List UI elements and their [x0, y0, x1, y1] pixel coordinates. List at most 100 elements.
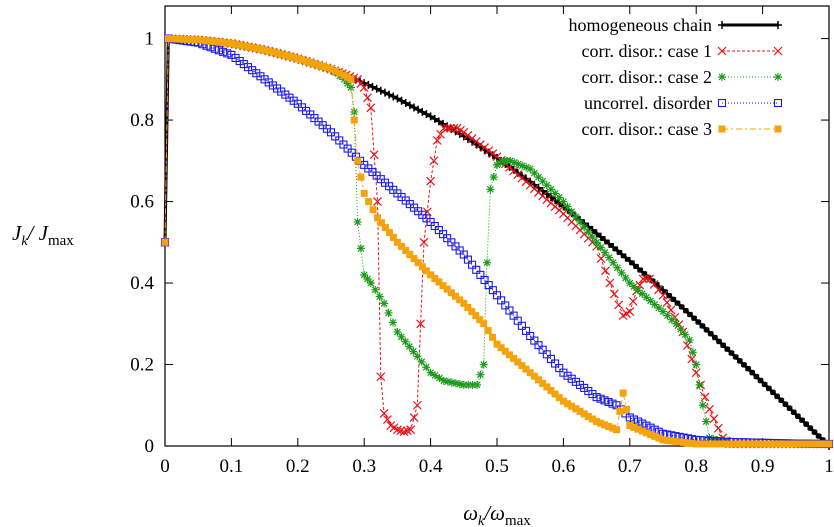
data-point — [350, 116, 358, 124]
data-point — [306, 59, 314, 67]
data-point — [265, 47, 273, 55]
data-point — [712, 335, 721, 344]
x-tick-label: 0.7 — [618, 456, 642, 477]
data-point — [335, 136, 344, 145]
x-tick-label: 0.6 — [552, 456, 576, 477]
data-point — [704, 327, 713, 336]
x-tick-label: 0.8 — [684, 456, 708, 477]
data-point — [596, 232, 605, 241]
x-tick-label: 0.1 — [220, 456, 244, 477]
data-point — [493, 160, 501, 169]
data-point — [468, 308, 476, 316]
data-point — [366, 279, 375, 288]
data-point — [592, 238, 601, 247]
data-point — [422, 267, 430, 275]
data-point — [236, 41, 244, 49]
data-point — [629, 415, 639, 424]
data-point — [179, 35, 187, 43]
data-point — [762, 382, 771, 391]
data-point — [419, 237, 429, 247]
data-point — [775, 394, 784, 403]
data-point — [654, 285, 663, 295]
data-point — [809, 440, 817, 448]
data-point — [605, 422, 613, 430]
data-point — [625, 257, 634, 266]
data-point — [684, 439, 692, 447]
data-point — [513, 316, 522, 325]
data-point — [447, 378, 456, 387]
data-point — [805, 440, 813, 448]
data-point — [526, 164, 535, 173]
data-point — [402, 246, 410, 254]
data-point — [468, 260, 477, 269]
data-point — [654, 303, 663, 312]
data-point — [488, 286, 497, 295]
data-point — [172, 35, 180, 43]
data-point — [725, 347, 734, 356]
legend-marker — [774, 73, 782, 81]
data-point — [546, 354, 556, 363]
data-point — [628, 296, 638, 306]
data-point — [600, 236, 609, 245]
data-point — [510, 158, 519, 167]
data-point — [687, 354, 697, 364]
data-point — [650, 300, 659, 309]
data-point — [514, 160, 523, 169]
legend-marker — [774, 125, 782, 133]
data-point — [721, 440, 729, 448]
y-tick-label: 0 — [145, 436, 155, 457]
data-point — [431, 371, 440, 380]
data-point — [398, 242, 406, 250]
data-point — [521, 326, 531, 335]
legend-label: corr. disor.: case 1 — [582, 41, 712, 61]
data-point — [505, 306, 514, 315]
data-point — [372, 84, 381, 93]
y-tick-label: 1 — [145, 29, 155, 50]
data-point — [401, 98, 410, 107]
data-point — [353, 217, 362, 226]
data-point — [555, 394, 563, 402]
data-point — [750, 440, 758, 448]
data-point — [808, 426, 817, 435]
data-point — [509, 165, 518, 174]
data-point — [281, 51, 289, 59]
data-point — [676, 438, 684, 446]
data-point — [642, 429, 650, 437]
legend-marker — [718, 21, 726, 29]
data-point — [464, 380, 473, 389]
data-point — [447, 238, 456, 247]
data-point — [683, 308, 692, 317]
data-point — [626, 422, 634, 430]
data-point — [564, 400, 572, 408]
data-point — [649, 279, 659, 289]
data-point — [798, 440, 806, 448]
data-point — [567, 207, 576, 216]
data-point — [467, 133, 477, 143]
legend-marker — [717, 46, 727, 56]
data-point — [347, 148, 356, 157]
data-point — [522, 163, 531, 172]
data-point — [676, 325, 685, 334]
data-point — [456, 296, 464, 304]
data-point — [497, 296, 506, 305]
data-point — [302, 57, 310, 65]
data-point — [783, 402, 792, 411]
data-point — [451, 379, 460, 388]
data-point — [261, 46, 269, 54]
data-point — [779, 398, 788, 407]
data-point — [630, 423, 638, 431]
data-point — [572, 405, 580, 413]
data-point — [492, 291, 502, 300]
data-point — [559, 397, 567, 405]
data-point — [451, 242, 460, 251]
data-point — [463, 255, 473, 264]
data-point — [380, 299, 389, 308]
data-point — [214, 46, 223, 55]
data-point — [392, 425, 402, 435]
data-point — [417, 357, 426, 366]
data-point — [389, 233, 397, 241]
data-point — [443, 377, 452, 386]
data-point — [655, 434, 663, 442]
data-point — [452, 292, 459, 300]
data-point — [613, 263, 622, 272]
